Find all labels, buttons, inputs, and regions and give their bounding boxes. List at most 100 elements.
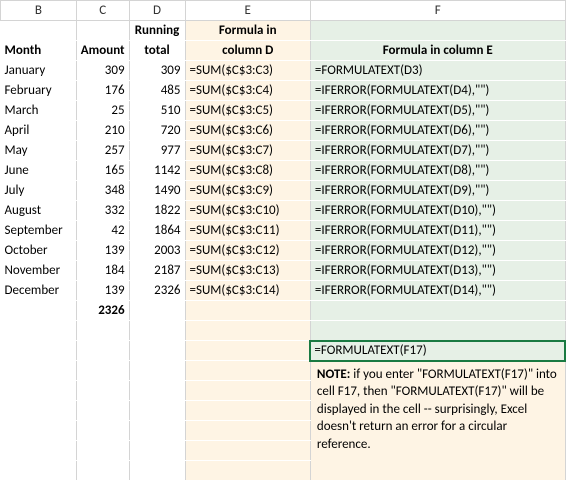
cell[interactable] — [76, 21, 129, 41]
cell-running[interactable]: 1864 — [129, 221, 185, 241]
cell-formula-e[interactable]: =IFERROR(FORMULATEXT(D4),"") — [310, 81, 565, 101]
table-row: August3321822=SUM($C$3:C10)=IFERROR(FORM… — [1, 201, 566, 221]
table-row: June1651142=SUM($C$3:C8)=IFERROR(FORMULA… — [1, 161, 566, 181]
cell-month[interactable]: May — [1, 141, 77, 161]
col-letter-b[interactable]: B — [1, 1, 77, 21]
header-row-2: Month Amount total column D Formula in c… — [1, 41, 566, 61]
cell-month[interactable]: August — [1, 201, 77, 221]
cell-running[interactable]: 2003 — [129, 241, 185, 261]
table-row: October1392003=SUM($C$3:C12)=IFERROR(FOR… — [1, 241, 566, 261]
cell-running[interactable]: 1822 — [129, 201, 185, 221]
cell-formula-d[interactable]: =SUM($C$3:C7) — [185, 141, 310, 161]
cell-running[interactable]: 510 — [129, 101, 185, 121]
cell-formula-d[interactable]: =SUM($C$3:C9) — [185, 181, 310, 201]
cell-running[interactable]: 309 — [129, 61, 185, 81]
table-row: September421864=SUM($C$3:C11)=IFERROR(FO… — [1, 221, 566, 241]
header-row-1: Running Formula in — [1, 21, 566, 41]
cell-running[interactable]: 977 — [129, 141, 185, 161]
cell[interactable] — [1, 301, 77, 321]
selected-cell-f17[interactable]: =FORMULATEXT(F17) — [310, 341, 565, 361]
cell[interactable] — [310, 21, 565, 41]
cell-formula-d[interactable]: =SUM($C$3:C13) — [185, 261, 310, 281]
cell-amount[interactable]: 309 — [76, 61, 129, 81]
cell-formula-d[interactable]: =SUM($C$3:C11) — [185, 221, 310, 241]
cell-formula-d[interactable]: =SUM($C$3:C5) — [185, 101, 310, 121]
cell-formula-e[interactable]: =IFERROR(FORMULATEXT(D9),"") — [310, 181, 565, 201]
cell-formula-d[interactable]: =SUM($C$3:C8) — [185, 161, 310, 181]
cell-formula-d[interactable]: =SUM($C$3:C10) — [185, 201, 310, 221]
hdr-running[interactable]: Running — [129, 21, 185, 41]
cell[interactable] — [310, 301, 565, 321]
cell-running[interactable]: 2326 — [129, 281, 185, 301]
cell-amount[interactable]: 176 — [76, 81, 129, 101]
col-letter-d[interactable]: D — [129, 1, 185, 21]
cell-month[interactable]: March — [1, 101, 77, 121]
cell-amount[interactable]: 165 — [76, 161, 129, 181]
cell-formula-d[interactable]: =SUM($C$3:C6) — [185, 121, 310, 141]
cell-formula-d[interactable]: =SUM($C$3:C3) — [185, 61, 310, 81]
cell-formula-e[interactable]: =IFERROR(FORMULATEXT(D11),"") — [310, 221, 565, 241]
table-row: January309309=SUM($C$3:C3)=FORMULATEXT(D… — [1, 61, 566, 81]
cell-formula-d[interactable]: =SUM($C$3:C14) — [185, 281, 310, 301]
cell-month[interactable]: February — [1, 81, 77, 101]
cell-formula-e[interactable]: =IFERROR(FORMULATEXT(D14),"") — [310, 281, 565, 301]
cell-month[interactable]: July — [1, 181, 77, 201]
cell-month[interactable]: November — [1, 261, 77, 281]
cell-running[interactable]: 2187 — [129, 261, 185, 281]
cell-formula-e[interactable]: =IFERROR(FORMULATEXT(D5),"") — [310, 101, 565, 121]
cell-formula-e[interactable]: =IFERROR(FORMULATEXT(D13),"") — [310, 261, 565, 281]
cell[interactable] — [129, 301, 185, 321]
cell-month[interactable]: April — [1, 121, 77, 141]
blank-row — [1, 321, 566, 341]
cell-running[interactable]: 485 — [129, 81, 185, 101]
cell-amount[interactable]: 25 — [76, 101, 129, 121]
cell-amount[interactable]: 348 — [76, 181, 129, 201]
cell-month[interactable]: December — [1, 281, 77, 301]
cell-formula-e[interactable]: =IFERROR(FORMULATEXT(D7),"") — [310, 141, 565, 161]
table-row: November1842187=SUM($C$3:C13)=IFERROR(FO… — [1, 261, 566, 281]
cell-formula-d[interactable]: =SUM($C$3:C12) — [185, 241, 310, 261]
cell-formula-e[interactable]: =IFERROR(FORMULATEXT(D6),"") — [310, 121, 565, 141]
cell-formula-d[interactable]: =SUM($C$3:C4) — [185, 81, 310, 101]
cell-amount[interactable]: 184 — [76, 261, 129, 281]
cell-amount[interactable]: 139 — [76, 281, 129, 301]
cell-amount[interactable]: 42 — [76, 221, 129, 241]
cell-month[interactable]: October — [1, 241, 77, 261]
cell-formula-e[interactable]: =FORMULATEXT(D3) — [310, 61, 565, 81]
col-letter-f[interactable]: F — [310, 1, 565, 21]
table-row: March25510=SUM($C$3:C5)=IFERROR(FORMULAT… — [1, 101, 566, 121]
cell-running[interactable]: 1490 — [129, 181, 185, 201]
column-letter-row: B C D E F — [1, 1, 566, 21]
cell-amount[interactable]: 210 — [76, 121, 129, 141]
cell-month[interactable]: June — [1, 161, 77, 181]
note-row: NOTE: if you enter "FORMULATEXT(F17)" in… — [1, 361, 566, 381]
cell-formula-e[interactable]: =IFERROR(FORMULATEXT(D8),"") — [310, 161, 565, 181]
cell-amount[interactable]: 139 — [76, 241, 129, 261]
hdr-amount[interactable]: Amount — [76, 41, 129, 61]
hdr-col-d[interactable]: column D — [185, 41, 310, 61]
col-letter-e[interactable]: E — [185, 1, 310, 21]
cell-month[interactable]: September — [1, 221, 77, 241]
cell-amount[interactable]: 257 — [76, 141, 129, 161]
hdr-col-e[interactable]: Formula in column E — [310, 41, 565, 61]
cell-formula-e[interactable]: =IFERROR(FORMULATEXT(D10),"") — [310, 201, 565, 221]
table-row: May257977=SUM($C$3:C7)=IFERROR(FORMULATE… — [1, 141, 566, 161]
hdr-formula-d[interactable]: Formula in — [185, 21, 310, 41]
cell-running[interactable]: 1142 — [129, 161, 185, 181]
selected-row: =FORMULATEXT(F17) — [1, 341, 566, 361]
cell-amount[interactable]: 332 — [76, 201, 129, 221]
hdr-total[interactable]: total — [129, 41, 185, 61]
col-letter-c[interactable]: C — [76, 1, 129, 21]
table-row: April210720=SUM($C$3:C6)=IFERROR(FORMULA… — [1, 121, 566, 141]
cell-formula-e[interactable]: =IFERROR(FORMULATEXT(D12),"") — [310, 241, 565, 261]
cell[interactable] — [1, 21, 77, 41]
note-text: if you enter "FORMULATEXT(F17)" into cel… — [317, 367, 557, 452]
cell-running[interactable]: 720 — [129, 121, 185, 141]
hdr-month[interactable]: Month — [1, 41, 77, 61]
spreadsheet-grid[interactable]: B C D E F Running Formula in Month Amoun… — [0, 0, 566, 481]
cell[interactable] — [185, 301, 310, 321]
table-row: February176485=SUM($C$3:C4)=IFERROR(FORM… — [1, 81, 566, 101]
cell-month[interactable]: January — [1, 61, 77, 81]
total-amount[interactable]: 2326 — [76, 301, 129, 321]
total-row: 2326 — [1, 301, 566, 321]
